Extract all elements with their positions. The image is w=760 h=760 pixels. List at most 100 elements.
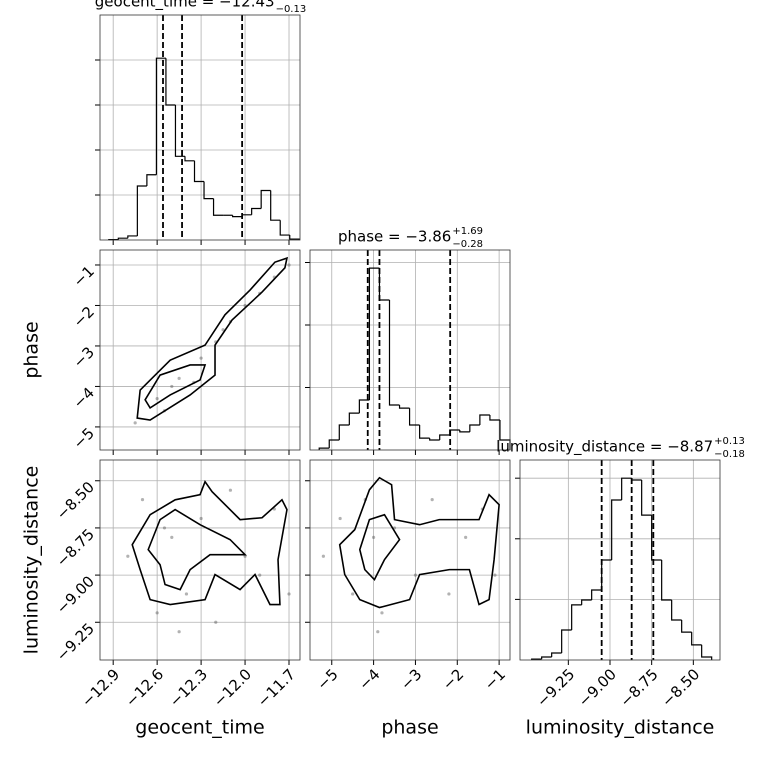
x-tick-label: −9.25 xyxy=(533,665,578,710)
y-tick-label: −5 xyxy=(70,424,98,452)
hist-bin xyxy=(232,215,243,218)
sample-point xyxy=(221,328,225,332)
x-tick-label: −2 xyxy=(439,665,467,693)
hist-bin xyxy=(591,589,602,600)
hist-bin xyxy=(651,515,662,561)
hist-bin xyxy=(469,424,480,432)
x-axis-label: luminosity_distance xyxy=(526,717,715,739)
hist-bin xyxy=(260,189,271,209)
sample-point xyxy=(184,592,189,596)
hist-bin xyxy=(127,235,138,239)
hist-bin xyxy=(671,600,682,621)
sample-point xyxy=(376,630,380,634)
hist-bin xyxy=(661,560,672,601)
hist-bin xyxy=(449,429,460,435)
hist-bin xyxy=(203,181,214,200)
sample-point xyxy=(430,498,434,502)
y-tick-label: −8.75 xyxy=(53,525,98,570)
x-tick-label: −12.6 xyxy=(122,665,167,710)
hist-bin xyxy=(289,235,300,240)
hist-bin xyxy=(251,207,262,215)
y-tick-label: −4 xyxy=(70,384,98,412)
hist-bin xyxy=(279,220,290,236)
hist-bin xyxy=(338,424,350,440)
hist-bin xyxy=(388,300,400,406)
sample-point xyxy=(133,421,137,425)
y-tick-label: −1 xyxy=(70,262,98,290)
sample-point xyxy=(464,535,468,539)
sample-point xyxy=(199,356,203,360)
hist-bin xyxy=(621,477,632,500)
hist-bin xyxy=(270,190,281,221)
hist-bin xyxy=(459,430,470,433)
axes-frame xyxy=(309,249,511,451)
hist-bin xyxy=(489,415,500,421)
sample-point xyxy=(258,573,262,577)
x-tick-label: −12.0 xyxy=(210,665,255,710)
title-lower: −0.13 xyxy=(276,4,307,15)
hist-bin xyxy=(328,439,340,449)
title-lower: −0.28 xyxy=(452,239,483,250)
contour xyxy=(131,480,288,606)
sample-point xyxy=(321,554,325,558)
hist-bin xyxy=(701,644,713,660)
hist-bin xyxy=(439,434,450,440)
hist-bin xyxy=(419,425,430,439)
hist-bin xyxy=(358,399,370,414)
hist-bin xyxy=(581,599,592,605)
hist-bin xyxy=(571,604,582,630)
hist-bin xyxy=(146,174,157,186)
x-tick-label: −11.7 xyxy=(254,665,299,710)
contour xyxy=(358,513,401,581)
title-upper: +0.13 xyxy=(714,436,745,447)
title-lower: −0.18 xyxy=(714,449,745,460)
contour xyxy=(144,364,207,410)
hist-bin xyxy=(551,652,562,657)
hist-bin xyxy=(184,156,195,162)
hist-bin xyxy=(691,632,702,646)
hist-bin xyxy=(136,185,147,236)
axes-frame xyxy=(309,459,511,661)
y-tick-label: −3 xyxy=(70,343,98,371)
y-tick-label: −9.00 xyxy=(53,572,98,617)
axes-frame xyxy=(519,459,721,661)
hist-bin xyxy=(611,499,622,560)
sample-point xyxy=(214,620,218,624)
hist-bin xyxy=(212,198,224,216)
sample-point xyxy=(371,535,376,539)
axes-frame xyxy=(99,14,301,241)
contour xyxy=(338,476,500,609)
y-tick-label: −2 xyxy=(70,303,98,331)
hist-bin xyxy=(241,214,252,217)
sample-point xyxy=(177,630,181,634)
sample-point xyxy=(170,535,174,539)
panel-title: phase = −3.86 xyxy=(338,228,451,246)
contour xyxy=(147,508,247,591)
x-axis-label: phase xyxy=(381,717,438,739)
y-axis-label: phase xyxy=(21,321,43,378)
sample-point xyxy=(447,592,451,596)
hist-bin xyxy=(193,160,205,183)
hist-bin xyxy=(641,480,652,516)
hist-bin xyxy=(368,267,380,400)
axes-frame xyxy=(99,249,301,451)
contour xyxy=(136,256,289,421)
sample-point xyxy=(140,498,145,502)
hist-bin xyxy=(348,412,360,425)
sample-point xyxy=(287,263,291,267)
sample-point xyxy=(177,376,181,380)
x-tick-label: −12.3 xyxy=(166,665,211,710)
sample-point xyxy=(380,611,384,615)
x-tick-label: −5 xyxy=(313,665,341,693)
axes-frame xyxy=(99,459,301,661)
x-tick-label: −8.50 xyxy=(658,665,703,710)
hist-bin xyxy=(318,447,330,450)
sample-point xyxy=(228,488,233,492)
hist-bin xyxy=(398,405,410,409)
hist-bin xyxy=(429,438,440,441)
y-axis-label: luminosity_distance xyxy=(21,466,43,655)
y-tick-label: −9.25 xyxy=(53,620,98,665)
title-upper: +0.41 xyxy=(276,0,307,2)
hist-bin xyxy=(117,237,128,240)
